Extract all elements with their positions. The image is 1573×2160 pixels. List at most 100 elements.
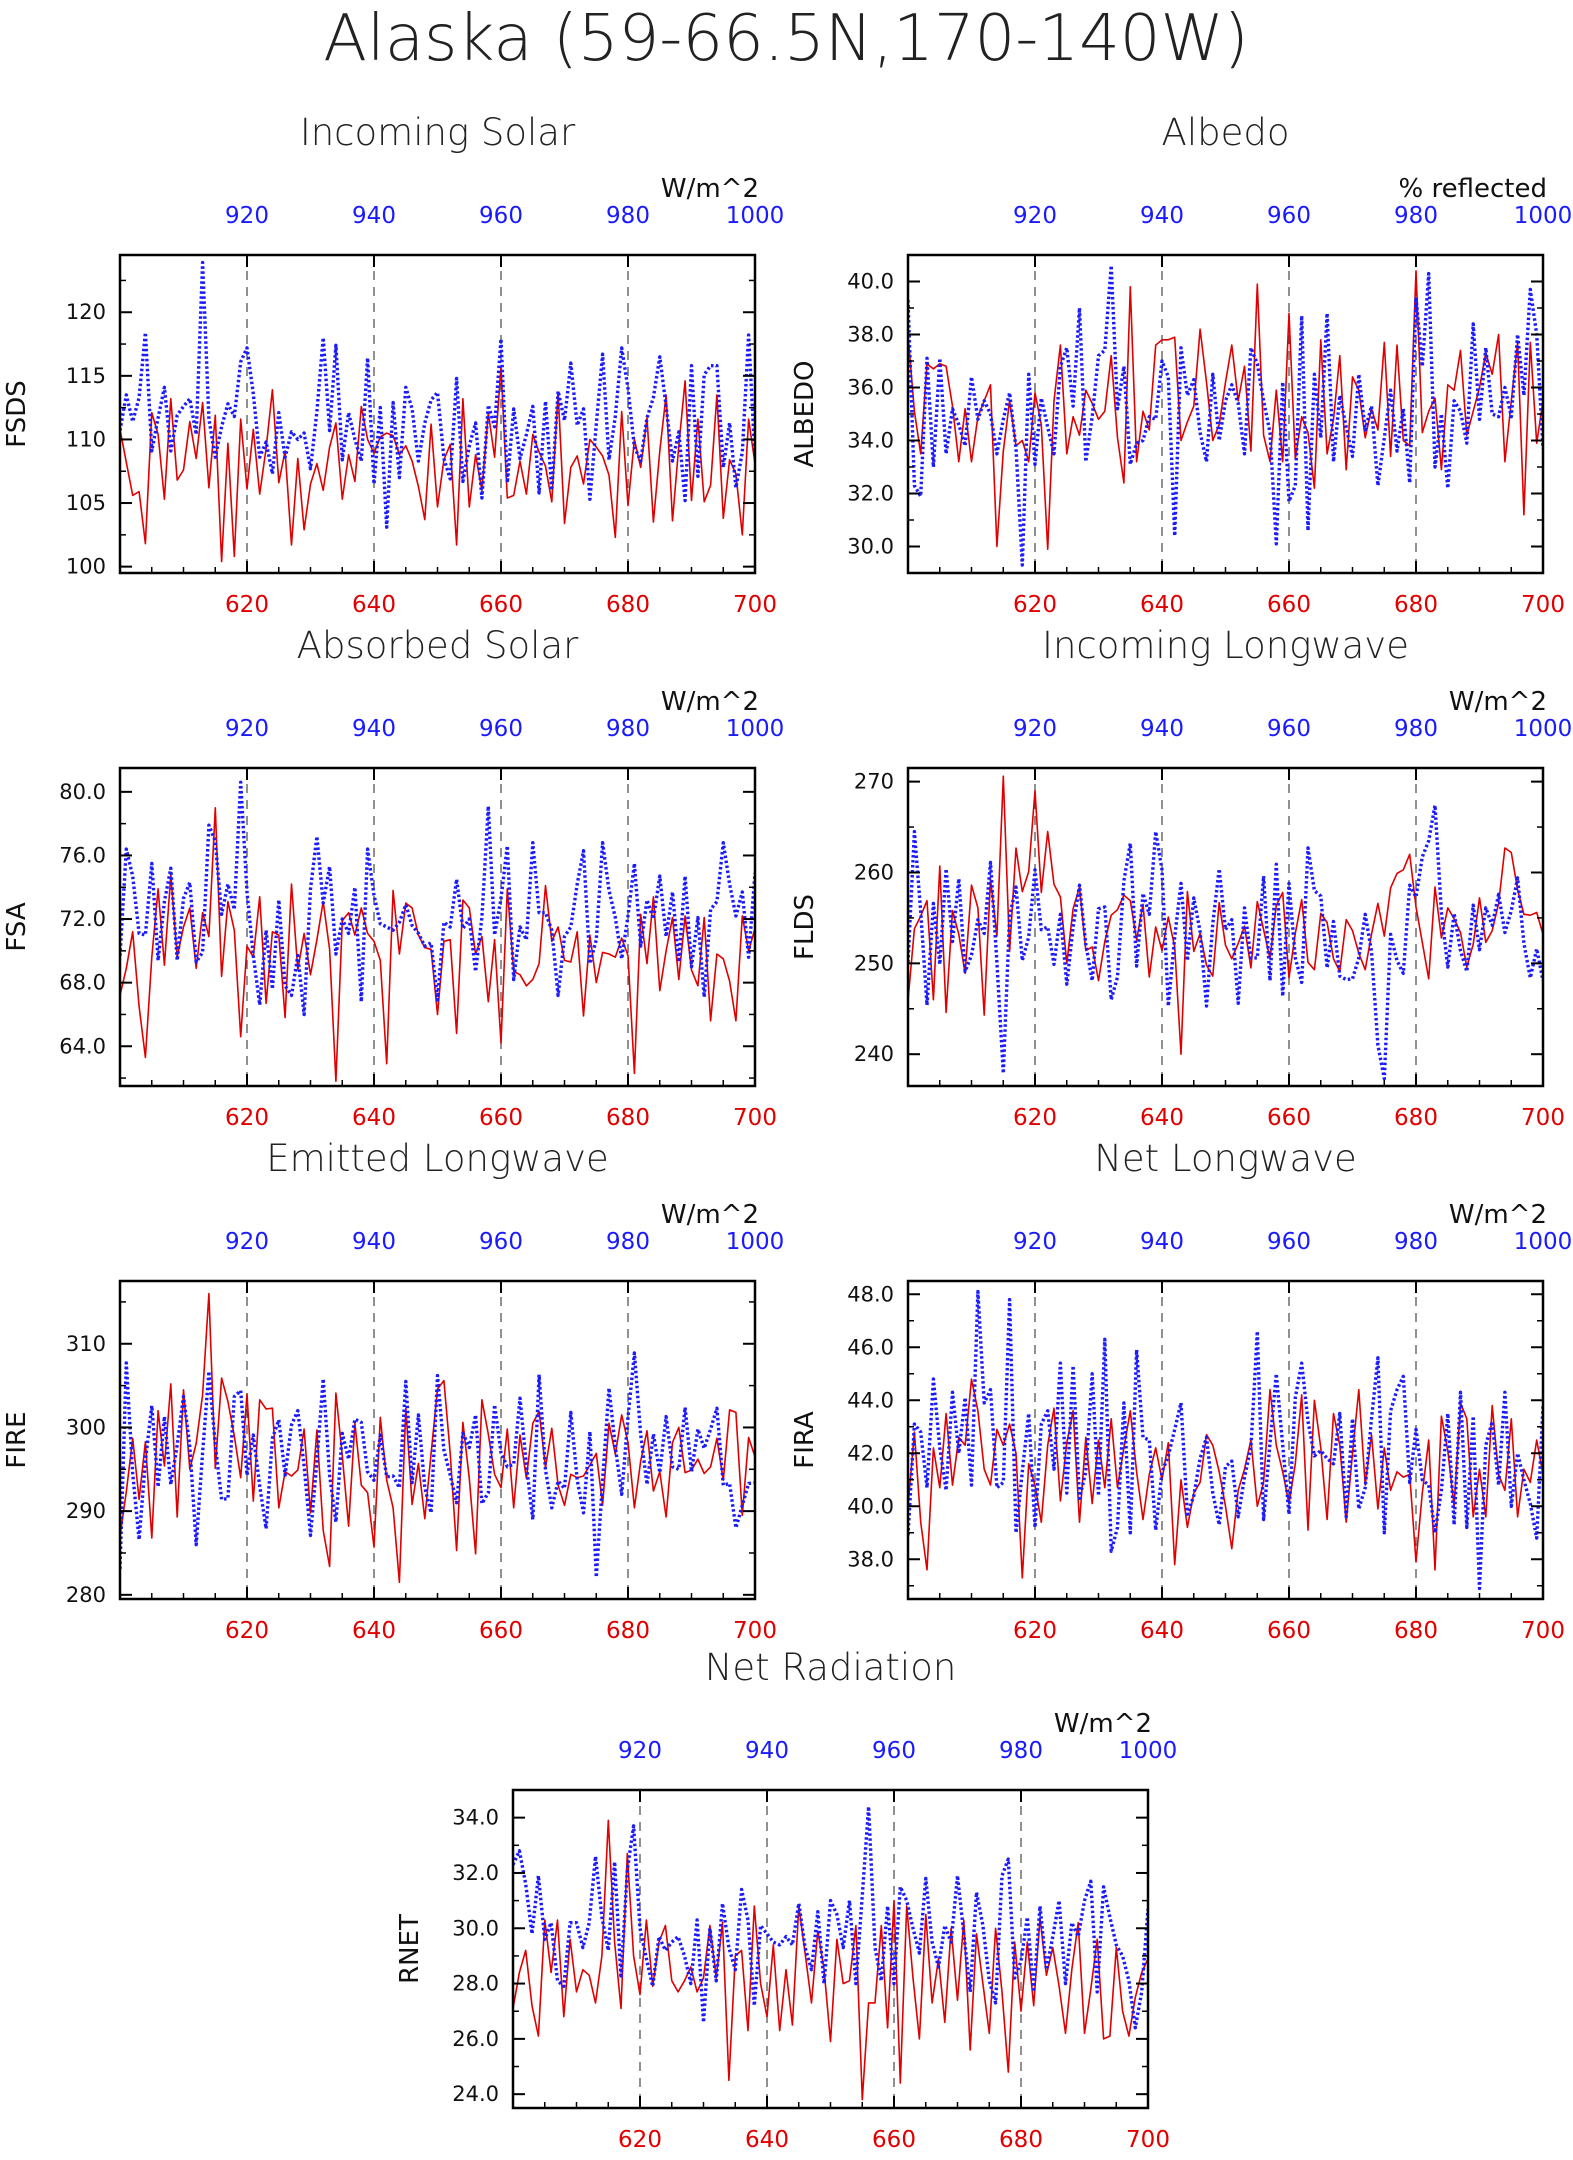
x-bottom-tick-label: 620 [618,2127,662,2153]
y-tick-label: 115 [66,364,106,388]
y-tick-label: 100 [66,555,106,579]
y-axis-label: FLDS [790,894,820,960]
chart-albedo: Albedo % reflected ALBEDO 30.0 32.0 34.0 36.0 3… [790,111,1572,618]
chart-panels: Incoming Solar W/m^2 FSDS 100 105 110 115 120 62… [2,111,1572,2153]
y-tick-label: 46.0 [847,1335,894,1359]
x-bottom-tick-label: 620 [225,1105,269,1131]
series-line-red [120,366,755,563]
y-tick-label: 240 [854,1042,894,1066]
units-label: W/m^2 [661,174,759,204]
x-bottom-tick-label: 700 [733,1105,777,1131]
y-tick-label: 68.0 [59,971,106,995]
plot-frame [118,253,757,575]
panel-title: Net Longwave [1094,1137,1357,1180]
y-tick-label: 270 [854,770,894,794]
series-line-red [908,775,1543,1055]
panel-title: Incoming Solar [300,111,576,154]
x-top-tick-label: 960 [872,1738,916,1764]
panel-title: Albedo [1162,111,1290,154]
panel-title: Absorbed Solar [297,624,579,667]
x-top-tick-label: 980 [1394,716,1438,742]
units-label: W/m^2 [1054,1709,1152,1739]
x-top-tick-label: 920 [225,716,269,742]
x-top-tick-label: 960 [479,716,523,742]
x-top-tick-label: 960 [479,1229,523,1255]
series-line-blue [908,803,1543,1081]
x-top-tick-label: 1000 [726,1229,785,1255]
x-bottom-tick-label: 660 [1267,1105,1311,1131]
x-bottom-tick-label: 620 [1013,592,1057,618]
x-top-tick-label: 1000 [1514,716,1573,742]
panel-title: Incoming Longwave [1042,624,1409,667]
chart-rnet: Net Radiation W/m^2 RNET 24.0 26.0 28.0 30.0 32… [395,1646,1177,2153]
y-tick-label: 48.0 [847,1282,894,1306]
x-top-tick-label: 1000 [1514,1229,1573,1255]
x-bottom-tick-label: 680 [1394,1105,1438,1131]
x-top-tick-label: 940 [352,716,396,742]
y-tick-label: 120 [66,300,106,324]
y-tick-label: 42.0 [847,1441,894,1465]
series-line-blue [908,1289,1543,1591]
x-bottom-tick-label: 660 [479,1618,523,1644]
y-tick-label: 300 [66,1415,106,1439]
y-tick-label: 30.0 [847,535,894,559]
x-top-tick-label: 920 [1013,1229,1057,1255]
x-top-tick-label: 960 [1267,1229,1311,1255]
x-top-tick-label: 920 [225,1229,269,1255]
y-axis-label: FSDS [2,380,32,448]
y-tick-label: 40.0 [847,1494,894,1518]
x-top-tick-label: 920 [225,203,269,229]
y-tick-label: 36.0 [847,376,894,400]
y-tick-label: 26.0 [452,2027,499,2051]
y-tick-label: 28.0 [452,1972,499,1996]
x-bottom-tick-label: 640 [352,1618,396,1644]
x-top-tick-label: 980 [999,1738,1043,1764]
x-bottom-tick-label: 640 [1140,1105,1184,1131]
y-axis-label: FIRA [790,1411,820,1469]
x-top-tick-label: 1000 [726,203,785,229]
y-tick-label: 290 [66,1499,106,1523]
x-bottom-tick-label: 620 [225,592,269,618]
x-bottom-tick-label: 700 [1126,2127,1170,2153]
x-top-tick-label: 980 [606,1229,650,1255]
x-bottom-tick-label: 680 [999,2127,1043,2153]
x-top-tick-label: 1000 [1514,203,1573,229]
x-top-tick-label: 940 [1140,203,1184,229]
units-label: W/m^2 [1449,687,1547,717]
x-top-tick-label: 960 [1267,203,1311,229]
y-tick-label: 110 [66,427,106,451]
x-bottom-tick-label: 680 [1394,1618,1438,1644]
figure-title: Alaska (59-66.5N,170-140W) [323,2,1249,76]
y-tick-label: 38.0 [847,323,894,347]
y-tick-label: 260 [854,860,894,884]
units-label: W/m^2 [661,687,759,717]
chart-fira: Net Longwave W/m^2 FIRA 38.0 40.0 42.0 44.0 46.… [790,1137,1572,1644]
y-tick-label: 32.0 [847,482,894,506]
x-bottom-tick-label: 680 [1394,592,1438,618]
x-top-tick-label: 940 [352,1229,396,1255]
series-line-blue [120,260,755,529]
y-axis-label: RNET [395,1914,425,1984]
chart-fsds: Incoming Solar W/m^2 FSDS 100 105 110 115 120 62… [2,111,784,618]
x-bottom-tick-label: 700 [733,592,777,618]
x-bottom-tick-label: 620 [1013,1105,1057,1131]
y-tick-label: 44.0 [847,1388,894,1412]
x-bottom-tick-label: 640 [1140,592,1184,618]
x-bottom-tick-label: 660 [872,2127,916,2153]
x-bottom-tick-label: 680 [606,1105,650,1131]
x-top-tick-label: 920 [1013,716,1057,742]
x-top-tick-label: 960 [479,203,523,229]
x-top-tick-label: 980 [606,716,650,742]
x-top-tick-label: 920 [618,1738,662,1764]
x-top-tick-label: 980 [1394,1229,1438,1255]
y-tick-label: 40.0 [847,270,894,294]
series-line-red [120,1292,755,1584]
series-line-red [513,1819,1148,2101]
x-top-tick-label: 940 [352,203,396,229]
x-top-tick-label: 940 [1140,1229,1184,1255]
series-line-blue [908,263,1543,567]
x-bottom-tick-label: 640 [1140,1618,1184,1644]
y-axis-label: ALBEDO [790,360,820,467]
chart-fire: Emitted Longwave W/m^2 FIRE 280 290 300 310 620… [2,1137,784,1644]
y-tick-label: 72.0 [59,907,106,931]
